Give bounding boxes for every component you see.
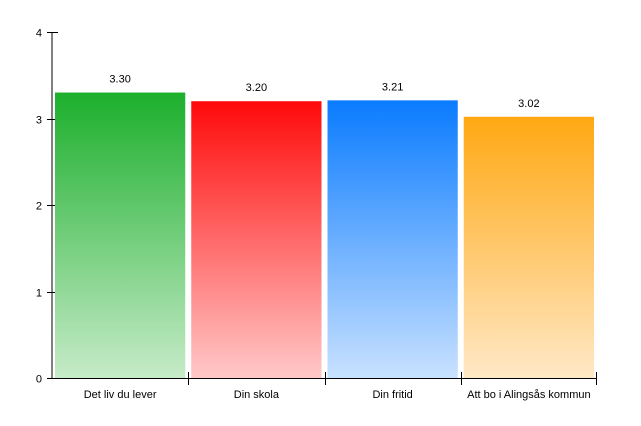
y-tick-label: 1 [36, 288, 42, 300]
y-tick-label: 4 [36, 28, 42, 40]
y-tick-label: 3 [36, 115, 42, 127]
x-category-label: Din fritid [372, 389, 412, 401]
bars: 3.30 3.20 3.21 3.02 [55, 74, 594, 379]
y-tick-label: 0 [36, 374, 42, 386]
y-tick-label: 2 [36, 201, 42, 213]
x-category-label: Att bo i Alingsås kommun [467, 389, 591, 401]
data-label: 3.30 [109, 74, 130, 86]
y-axis: 0 1 2 3 4 [36, 28, 58, 386]
bar-2 [327, 100, 458, 379]
bar-0 [55, 92, 186, 379]
bar-3 [463, 116, 594, 379]
x-axis: Det liv du lever Din skola Din fritid Att b… [52, 372, 597, 401]
x-category-label: Det liv du lever [84, 389, 157, 401]
data-label: 3.21 [382, 81, 403, 93]
bar-1 [191, 101, 322, 378]
x-category-label: Din skola [234, 389, 280, 401]
data-label: 3.20 [246, 82, 267, 94]
data-label: 3.02 [518, 98, 539, 110]
